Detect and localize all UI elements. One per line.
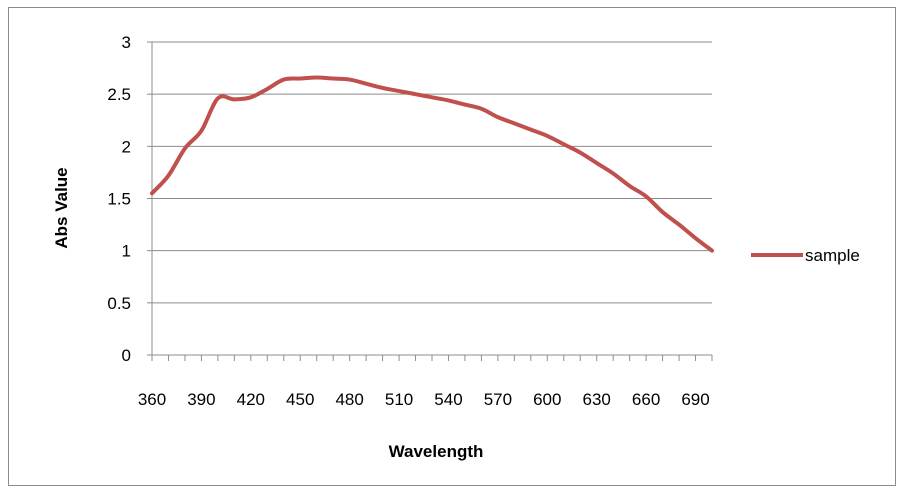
legend: sample <box>751 246 860 265</box>
x-tick-label: 690 <box>681 390 709 409</box>
x-tick-label: 390 <box>187 390 215 409</box>
y-tick-label: 0 <box>122 346 131 365</box>
x-axis-ticks <box>151 355 713 361</box>
x-axis-tick-labels: 360 390 420 450 480 510 540 570 600 630 660 690 <box>138 390 710 409</box>
y-axis-tick-labels: 0 0.5 1 1.5 2 2.5 3 <box>107 33 131 365</box>
gridlines <box>147 41 712 356</box>
line-chart: 0 0.5 1 1.5 2 2.5 3 360 390 420 450 480 510 540 570 60… <box>52 33 860 461</box>
y-tick-label: 0.5 <box>107 294 131 313</box>
series-line-sample <box>150 75 714 253</box>
x-tick-label: 510 <box>385 390 413 409</box>
legend-label-sample: sample <box>805 246 860 265</box>
x-tick-label: 630 <box>583 390 611 409</box>
y-tick-label: 1 <box>122 242 131 261</box>
y-tick-label: 3 <box>122 33 131 52</box>
y-tick-label: 2.5 <box>107 85 131 104</box>
x-tick-label: 420 <box>237 390 265 409</box>
y-axis-title: Abs Value <box>52 167 71 248</box>
x-tick-label: 540 <box>434 390 462 409</box>
x-tick-label: 450 <box>286 390 314 409</box>
x-tick-label: 570 <box>484 390 512 409</box>
x-axis-title: Wavelength <box>389 442 484 461</box>
chart-frame: 0 0.5 1 1.5 2 2.5 3 360 390 420 450 480 510 540 570 60… <box>8 7 896 486</box>
x-tick-label: 660 <box>632 390 660 409</box>
x-tick-label: 360 <box>138 390 166 409</box>
y-tick-label: 2 <box>122 137 131 156</box>
x-tick-label: 600 <box>533 390 561 409</box>
y-tick-label: 1.5 <box>107 190 131 209</box>
x-tick-label: 480 <box>335 390 363 409</box>
